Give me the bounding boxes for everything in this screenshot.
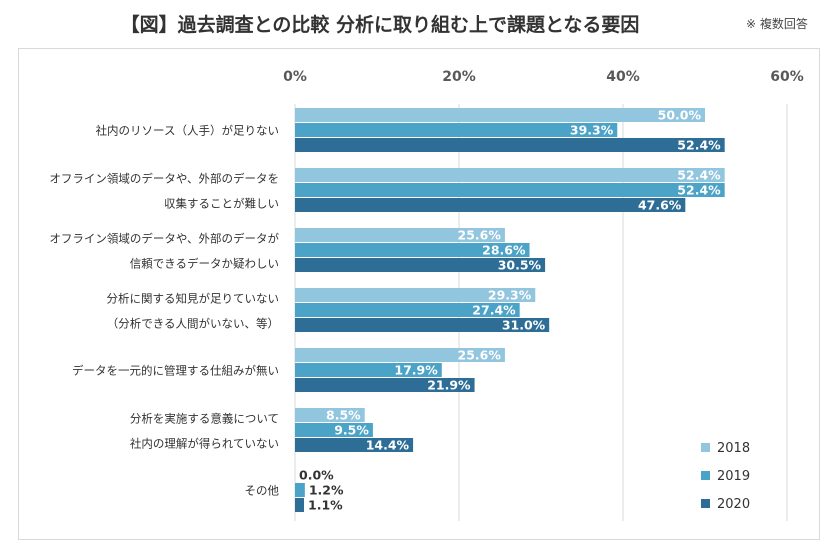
bar-value-label: 29.3%	[488, 288, 532, 303]
bar-2019	[295, 123, 618, 137]
chart-frame: 0% 20% 40% 60% 社内のリソース（人手）が足りないオフライン領域のデータや…	[18, 48, 820, 540]
bar-2019	[295, 243, 530, 257]
bar-value-label: 31.0%	[502, 318, 546, 333]
legend-label: 2020	[717, 497, 750, 512]
x-tick-label: 0%	[283, 69, 307, 85]
bar-2018	[295, 408, 365, 422]
legend-swatch	[701, 443, 710, 452]
bar-2020	[295, 198, 686, 212]
bar-value-label: 14.4%	[366, 438, 410, 453]
x-tick-label: 60%	[770, 69, 804, 85]
bar-value-label: 0.0%	[299, 468, 334, 483]
category-labels: 社内のリソース（人手）が足りないオフライン領域のデータや、外部のデータを収集する…	[49, 124, 279, 498]
bar-value-label: 50.0%	[658, 108, 702, 123]
bar-2018	[295, 348, 505, 362]
bar-2019	[295, 483, 305, 497]
bar-value-label: 30.5%	[498, 258, 542, 273]
bar-value-label: 47.6%	[638, 198, 682, 213]
bar-2018	[295, 228, 505, 242]
bar-value-label: 17.9%	[394, 363, 438, 378]
bar-value-label: 9.5%	[334, 423, 369, 438]
bar-2020	[295, 438, 414, 452]
bar-value-label: 27.4%	[472, 303, 516, 318]
chart-title: 【図】過去調査との比較 分析に取り組む上で課題となる要因	[120, 14, 640, 36]
legend-label: 2019	[717, 469, 750, 484]
bar-2020	[295, 378, 475, 392]
bar-value-label: 52.4%	[677, 183, 721, 198]
bar-chart: 0% 20% 40% 60% 社内のリソース（人手）が足りないオフライン領域のデータや…	[49, 69, 804, 521]
bar-2019	[295, 303, 520, 317]
bar-2018	[295, 168, 725, 182]
bar-2020	[295, 498, 305, 512]
bar-2018	[295, 288, 536, 302]
bar-value-label: 52.4%	[677, 168, 721, 183]
bar-2020	[295, 138, 725, 152]
bar-value-label: 21.9%	[427, 378, 471, 393]
category-label: オフライン領域のデータや、外部のデータが信頼できるデータか疑わしい	[49, 232, 279, 271]
bar-2019	[295, 363, 442, 377]
bar-value-label: 25.6%	[458, 228, 502, 243]
x-tick-label: 20%	[442, 69, 476, 85]
bar-2018	[295, 108, 705, 122]
bar-2019	[295, 423, 373, 437]
bar-value-label: 28.6%	[482, 243, 526, 258]
value-labels: 50.0%39.3%52.4%52.4%52.4%47.6%25.6%28.6%…	[299, 108, 721, 513]
bar-value-label: 1.1%	[308, 498, 343, 513]
bar-value-label: 39.3%	[570, 123, 614, 138]
legend-swatch	[701, 471, 710, 480]
category-label: その他	[245, 484, 280, 498]
category-label: 社内のリソース（人手）が足りない	[96, 124, 279, 138]
bar-2019	[295, 183, 725, 197]
category-label: オフライン領域のデータや、外部のデータを収集することが難しい	[49, 172, 279, 211]
multiple-answer-note: ※ 複数回答	[746, 17, 808, 31]
bar-value-label: 8.5%	[326, 408, 361, 423]
bar-2020	[295, 258, 546, 272]
bar-value-label: 52.4%	[677, 138, 721, 153]
bar-2020	[295, 318, 550, 332]
x-axis-ticks: 0% 20% 40% 60%	[283, 69, 804, 85]
legend-swatch	[701, 499, 710, 508]
bar-value-label: 25.6%	[458, 348, 502, 363]
legend-label: 2018	[717, 441, 750, 456]
x-tick-label: 40%	[606, 69, 640, 85]
legend: 2018 2019 2020	[701, 441, 750, 512]
category-label: データを一元的に管理する仕組みが無い	[72, 364, 279, 378]
category-label: 分析を実施する意義について社内の理解が得られていない	[130, 412, 279, 451]
category-label: 分析に関する知見が足りていない（分析できる人間がいない、等）	[107, 292, 280, 331]
bar-value-label: 1.2%	[309, 483, 344, 498]
bars	[295, 108, 725, 512]
